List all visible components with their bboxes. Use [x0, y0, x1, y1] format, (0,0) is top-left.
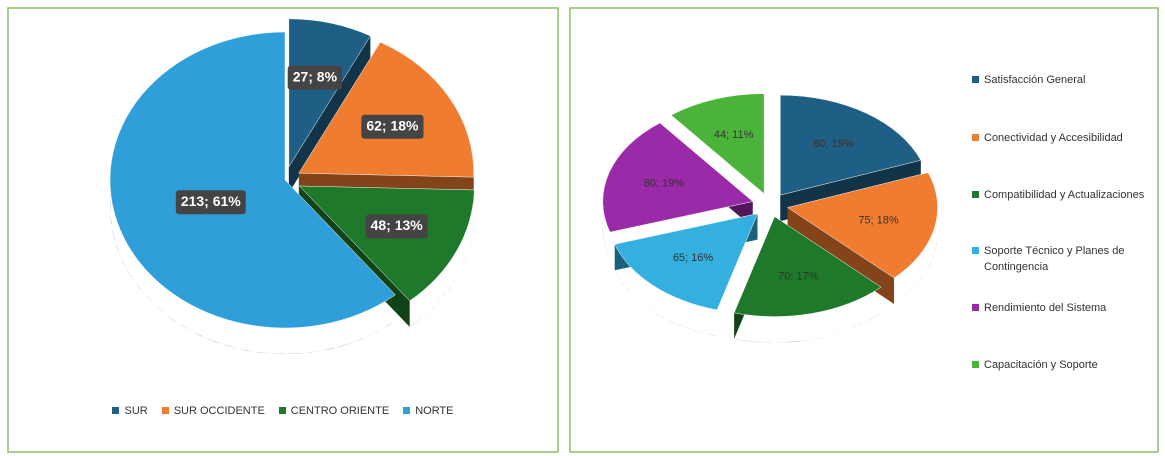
legend-item: Satisfacción General — [972, 72, 1164, 88]
slice — [614, 213, 758, 311]
data-label: 48; 13% — [371, 217, 424, 233]
data-label: 27; 8% — [293, 68, 338, 84]
legend-swatch — [112, 407, 120, 414]
legend-label: Capacitación y Soporte — [984, 359, 1098, 371]
slice — [670, 93, 765, 195]
legend-swatch — [972, 191, 979, 198]
legend-swatch — [972, 247, 979, 254]
legend-label: SUR OCCIDENTE — [173, 405, 265, 417]
legend-label: Satisfacción General — [984, 74, 1086, 86]
legend-swatch — [972, 134, 979, 141]
legend-item: Rendimiento del Sistema — [972, 300, 1164, 316]
slice — [298, 41, 475, 178]
legend-label: NORTE — [415, 405, 454, 417]
legend-item: SUR — [112, 403, 148, 419]
slice — [786, 172, 938, 279]
legend-label: CENTRO ORIENTE — [290, 405, 390, 417]
legend-swatch — [972, 361, 979, 368]
legend-item: Capacitación y Soporte — [972, 357, 1164, 373]
legend-item: SUR OCCIDENTE — [161, 403, 265, 419]
data-label-box — [287, 65, 343, 90]
data-label: 80; 19% — [644, 177, 685, 189]
data-label: 65; 16% — [673, 252, 714, 264]
data-label: 62; 18% — [366, 118, 419, 134]
slice — [733, 216, 882, 317]
slice — [298, 185, 475, 302]
legend-swatch — [403, 407, 411, 414]
legend: SUR SUR OCCIDENTE CENTRO ORIENTE NORTE — [8, 403, 558, 419]
legend-label: Soporte Técnico y Planes de Contingencia — [984, 245, 1125, 273]
legend-label: Compatibilidad y Actualizaciones — [984, 189, 1145, 201]
legend-item: Compatibilidad y Actualizaciones — [972, 187, 1164, 203]
legend-swatch — [278, 407, 286, 414]
data-label-box — [365, 214, 428, 239]
data-label-box — [361, 114, 424, 139]
slice — [288, 18, 371, 168]
data-label: 213; 61% — [181, 193, 241, 209]
data-label: 75; 18% — [858, 215, 899, 227]
legend-swatch — [972, 76, 979, 83]
legend-swatch — [161, 407, 169, 414]
legend-swatch — [972, 304, 979, 311]
legend-label: SUR — [124, 405, 148, 417]
data-label: 70; 17% — [778, 270, 819, 282]
slice — [602, 122, 754, 233]
legend-label: Rendimiento del Sistema — [984, 302, 1107, 314]
data-label: 44; 11% — [714, 129, 754, 141]
legend-label: Conectividad y Accesibilidad — [984, 132, 1123, 144]
slice — [109, 31, 396, 329]
data-label-box — [175, 190, 246, 215]
pie: 80; 19% 75; 18% 70; 17% 65; 16% 80; 19% 44; 1… — [602, 93, 938, 343]
data-label: 80; 19% — [813, 138, 854, 150]
legend-item: CENTRO ORIENTE — [278, 403, 390, 419]
pie: 27; 8% 62; 18% 48; 13% 213; 61% — [109, 18, 475, 354]
legend-item: Conectividad y Accesibilidad — [972, 130, 1164, 146]
legend-item: NORTE — [403, 403, 454, 419]
legend-item: Soporte Técnico y Planes de Contingencia — [972, 243, 1164, 275]
slice — [780, 94, 922, 196]
